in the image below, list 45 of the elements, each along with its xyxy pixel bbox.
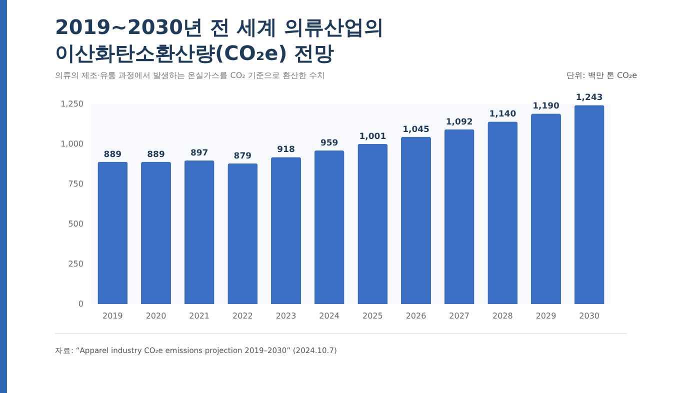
data-label: 879 <box>234 151 252 162</box>
x-tick-label: 2026 <box>406 312 426 320</box>
x-tick-label: 2024 <box>319 312 340 320</box>
bar <box>358 144 388 304</box>
data-label: 1,045 <box>402 124 430 135</box>
x-tick-label: 2028 <box>492 312 513 320</box>
x-tick-label: 2030 <box>579 312 600 320</box>
x-tick-label: 2020 <box>146 312 166 320</box>
data-label: 1,190 <box>532 102 560 112</box>
bar <box>228 163 258 304</box>
bar <box>98 162 128 304</box>
data-label: 1,092 <box>446 117 473 128</box>
bar <box>531 114 561 304</box>
y-tick-label: 1,250 <box>60 100 84 108</box>
bar <box>444 129 474 304</box>
data-label: 1,140 <box>489 110 516 120</box>
bar <box>271 157 301 304</box>
data-label: 959 <box>320 138 338 149</box>
chart-title: 2019~2030년 전 세계 의류산업의 이산화탄소환산량(CO₂e) 전망 <box>55 14 384 66</box>
x-tick-label: 2027 <box>449 312 470 320</box>
data-label: 1,001 <box>359 132 386 142</box>
text: 단위: 백만 톤 CO₂e <box>566 70 637 81</box>
y-tick-label: 500 <box>68 220 84 228</box>
y-tick-label: 250 <box>68 260 84 268</box>
x-tick-label: 2023 <box>276 312 296 320</box>
y-tick-label: 1,000 <box>60 140 84 148</box>
data-label: 918 <box>277 145 295 156</box>
bar <box>574 105 604 304</box>
bar <box>488 122 518 304</box>
bar <box>141 162 171 304</box>
bar <box>401 136 431 304</box>
chart-subtitle: 의류의 제조·유통 과정에서 발생하는 온실가스를 CO₂ 기준으로 환산한 수치 <box>55 70 325 81</box>
x-tick-label: 2025 <box>362 312 383 320</box>
bar <box>314 150 344 304</box>
x-tick-label: 2019 <box>102 312 123 320</box>
bar <box>184 160 214 304</box>
data-label: 897 <box>190 148 208 158</box>
x-tick-label: 2022 <box>232 312 253 320</box>
y-tick-label: 750 <box>68 180 84 188</box>
x-tick-label: 2029 <box>536 312 556 320</box>
data-label: 1,243 <box>576 93 603 104</box>
x-tick-label: 2021 <box>189 312 210 320</box>
data-label: 889 <box>147 150 165 160</box>
y-tick-label: 0 <box>78 300 84 308</box>
data-label: 889 <box>104 150 122 160</box>
